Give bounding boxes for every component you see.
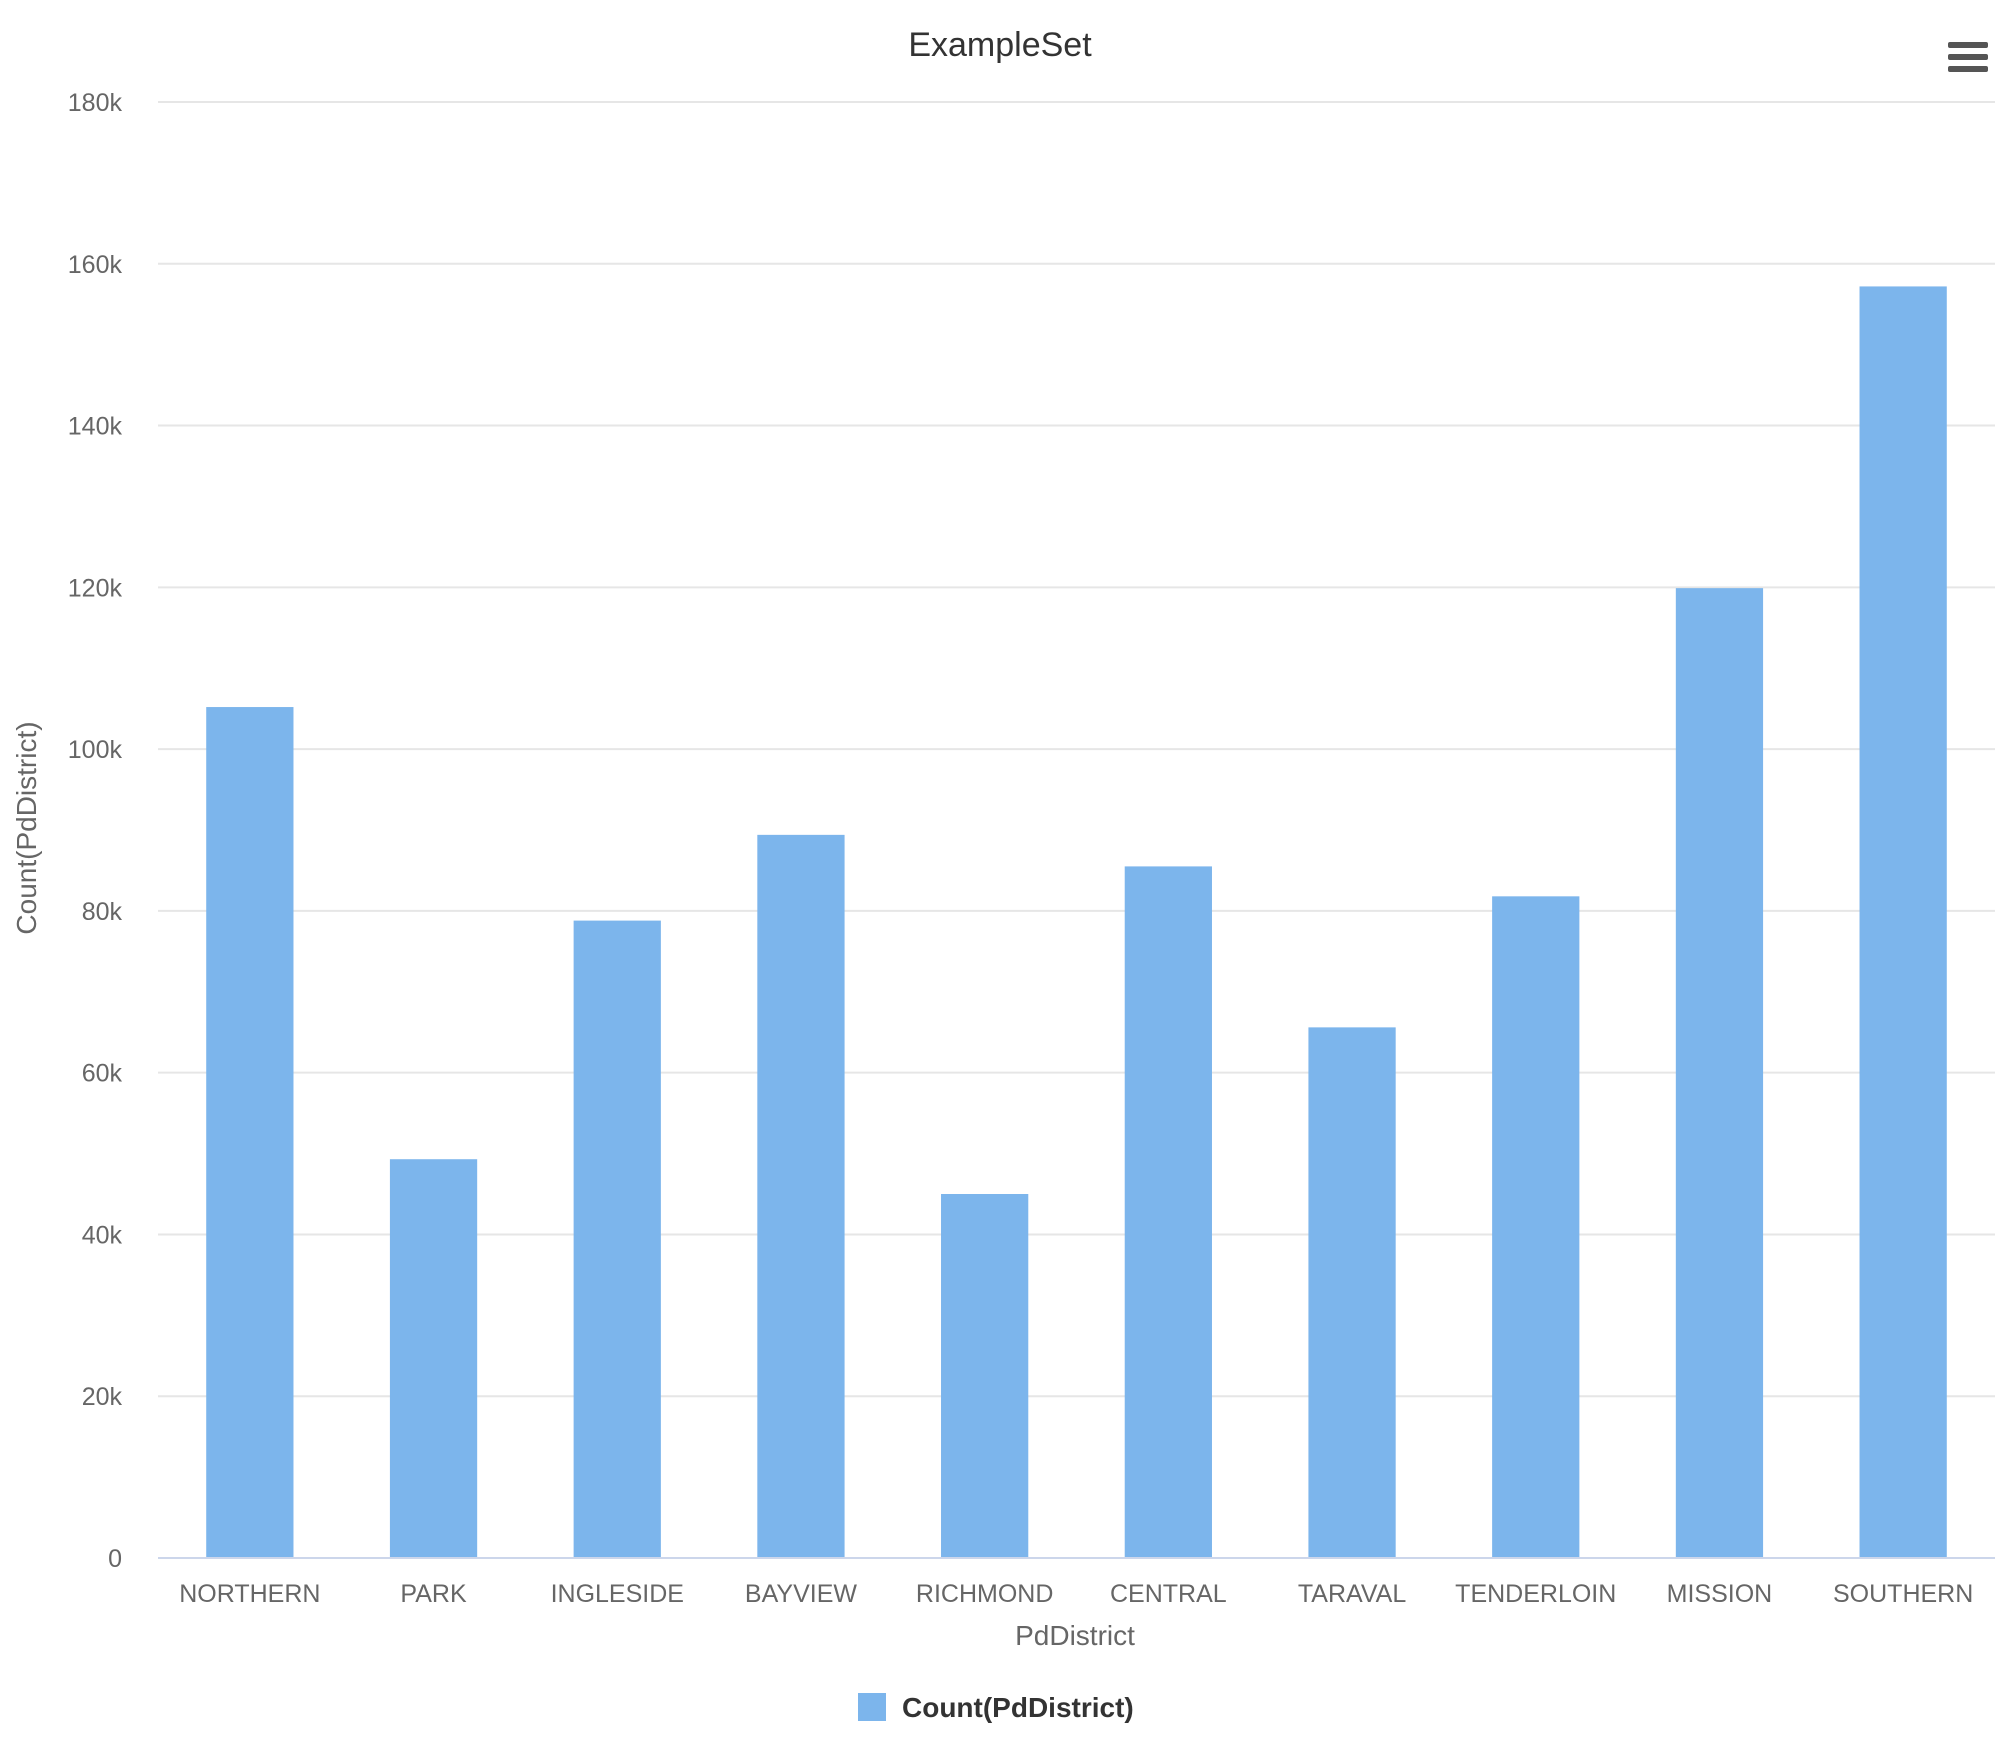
bar-mission[interactable]	[1675, 588, 1764, 1558]
y-tick-label: 160k	[68, 251, 123, 279]
bar-taraval[interactable]	[1308, 1027, 1396, 1558]
y-axis-ticks: 0 20k 40k 60k 80k 100k 120k 140k 160k 180k	[68, 89, 123, 1573]
y-tick-label: 140k	[68, 413, 123, 441]
x-axis-title: PdDistrict	[1015, 1620, 1135, 1651]
y-tick-label: 20k	[82, 1383, 123, 1411]
bar-richmond[interactable]	[941, 1194, 1029, 1558]
bar-bayview[interactable]	[757, 834, 845, 1558]
x-tick-label: TARAVAL	[1298, 1580, 1406, 1608]
bar-southern[interactable]	[1859, 286, 1947, 1559]
legend-swatch	[858, 1693, 886, 1721]
y-tick-label: 120k	[68, 574, 123, 602]
x-tick-label: INGLESIDE	[551, 1580, 684, 1608]
x-tick-label: SOUTHERN	[1833, 1580, 1973, 1608]
x-tick-label: TENDERLOIN	[1455, 1580, 1616, 1608]
y-tick-label: 100k	[68, 736, 123, 764]
y-tick-label: 180k	[68, 89, 123, 117]
bar-tenderloin[interactable]	[1492, 896, 1580, 1558]
bar-park[interactable]	[389, 1159, 478, 1558]
bar-central[interactable]	[1124, 866, 1212, 1558]
y-tick-label: 80k	[82, 898, 123, 926]
legend-label: Count(PdDistrict)	[902, 1692, 1134, 1723]
x-tick-label: NORTHERN	[179, 1580, 320, 1608]
chart-title: ExampleSet	[908, 26, 1092, 64]
legend[interactable]: Count(PdDistrict)	[858, 1692, 1134, 1723]
y-tick-label: 0	[108, 1545, 122, 1573]
x-tick-label: PARK	[400, 1580, 467, 1608]
y-tick-label: 60k	[82, 1060, 123, 1088]
x-tick-label: MISSION	[1667, 1580, 1773, 1608]
y-axis-title: Count(PdDistrict)	[11, 721, 42, 934]
y-tick-label: 40k	[82, 1221, 123, 1249]
x-tick-label: CENTRAL	[1110, 1580, 1227, 1608]
bar-series	[206, 286, 1947, 1559]
x-axis-ticks: NORTHERN PARK INGLESIDE BAYVIEW RICHMOND CENT…	[179, 1580, 1973, 1608]
x-tick-label: BAYVIEW	[745, 1580, 857, 1608]
bar-northern[interactable]	[206, 707, 294, 1558]
x-tick-label: RICHMOND	[916, 1580, 1054, 1608]
bar-ingleside[interactable]	[573, 920, 661, 1558]
hamburger-menu-icon[interactable]	[1940, 36, 1996, 84]
